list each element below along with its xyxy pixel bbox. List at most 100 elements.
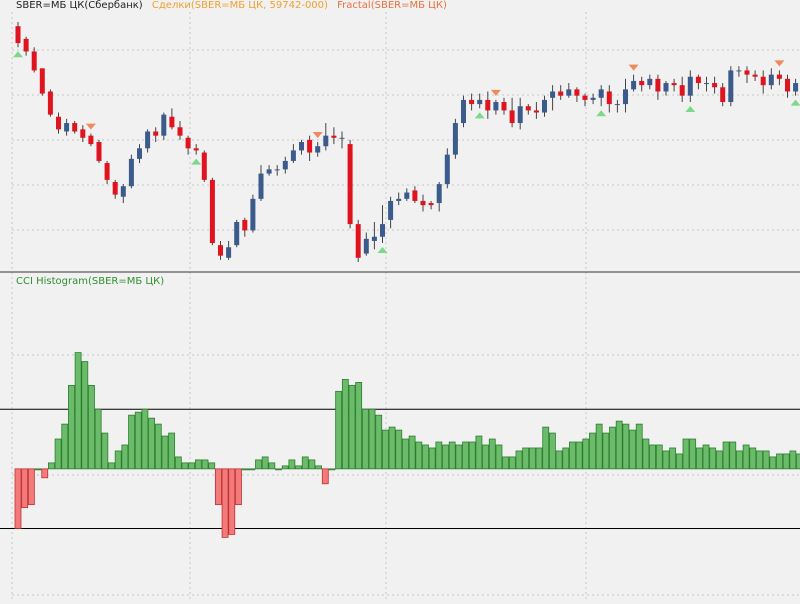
cci-bar <box>261 456 269 470</box>
candle-body <box>177 127 183 136</box>
candle-body <box>112 182 118 195</box>
cci-bar <box>275 468 282 471</box>
cci-bar <box>475 435 483 470</box>
cci-bar <box>562 447 570 470</box>
cci-bar <box>241 468 249 471</box>
cci-bar <box>535 447 543 470</box>
cci-bar <box>756 450 763 470</box>
candle-body <box>209 179 215 244</box>
candle-body <box>420 200 426 206</box>
candle-body <box>679 85 685 96</box>
cci-bar <box>595 423 603 470</box>
candle-body <box>760 76 766 86</box>
candle-body <box>234 222 240 246</box>
candle-body <box>185 137 191 149</box>
cci-bar <box>101 432 109 470</box>
cci-bar <box>709 447 717 470</box>
cci-bar <box>248 468 256 471</box>
candle-body <box>242 219 248 231</box>
candle-body <box>307 139 313 153</box>
candle-body <box>31 51 37 71</box>
cci-bar <box>455 444 463 470</box>
candle-body <box>631 80 637 90</box>
cci-bar <box>48 462 55 470</box>
cci-bar <box>355 382 363 470</box>
cci-bar <box>301 456 309 470</box>
cci-bar <box>415 441 423 470</box>
candle-body <box>137 148 142 159</box>
candle-body <box>396 198 402 201</box>
cci-bar <box>589 432 596 470</box>
candle-body <box>477 99 483 105</box>
cci-bar <box>348 384 356 470</box>
cci-bar <box>782 453 790 470</box>
legend-symbol[interactable]: SBER=МБ ЦК(Сбербанк) <box>16 0 143 11</box>
candle-body <box>671 83 677 86</box>
candle-body <box>23 38 29 52</box>
fractal-up-marker <box>85 123 96 130</box>
candle-body <box>15 26 21 44</box>
cci-bar <box>508 456 516 470</box>
cci-bar <box>408 435 416 470</box>
candle-body <box>639 80 645 86</box>
candle-body <box>614 104 620 106</box>
cci-bar <box>749 447 757 470</box>
cci-bar <box>402 438 409 470</box>
cci-bar <box>669 447 677 470</box>
cci-bar <box>221 468 229 538</box>
fractal-up-marker <box>774 60 785 67</box>
cci-bar <box>428 447 436 470</box>
cci-bar <box>635 423 643 470</box>
candle-body <box>436 184 442 204</box>
cci-bar <box>769 456 777 470</box>
candle-body <box>582 95 588 100</box>
cci-bar <box>435 441 443 470</box>
cci-bar <box>68 384 75 470</box>
candle-body <box>509 110 515 124</box>
candle-body <box>623 89 628 105</box>
cci-bar <box>722 441 730 470</box>
cci-bar <box>281 465 289 470</box>
cci-bar <box>528 447 536 470</box>
cci-bar <box>54 438 62 470</box>
cci-bar <box>341 379 349 470</box>
fractal-down-marker <box>685 106 696 112</box>
candle-body <box>128 158 134 187</box>
cci-bar <box>315 465 323 470</box>
fractal-up-marker <box>490 89 501 96</box>
candle-body <box>64 123 70 132</box>
candle-body <box>380 224 385 237</box>
candle-body <box>47 91 53 115</box>
cci-bar <box>74 352 82 470</box>
cci-bar <box>321 468 329 485</box>
cci-bar <box>468 441 476 470</box>
indicator-legend: CCI Histogram(SBER=МБ ЦК) <box>16 276 170 287</box>
candle-body <box>282 160 288 170</box>
candle-body <box>744 70 750 75</box>
cci-bar <box>228 468 236 535</box>
candle-body <box>339 137 345 139</box>
cci-bar <box>682 438 690 470</box>
cci-bar <box>442 444 449 470</box>
legend-trades[interactable]: Сделки(SBER=МБ ЦК, 59742-000) <box>151 0 328 11</box>
candle-body <box>647 78 653 86</box>
candle-body <box>56 116 61 130</box>
candle-body <box>193 148 199 151</box>
cci-bar <box>742 444 750 470</box>
cci-bar <box>615 420 623 470</box>
cci-bar <box>702 444 710 470</box>
candle-body <box>704 83 709 85</box>
legend-fractal[interactable]: Fractal(SBER=МБ ЦК) <box>337 0 447 11</box>
candle-body <box>315 146 321 153</box>
cci-bar <box>488 438 496 470</box>
legend-cci[interactable]: CCI Histogram(SBER=МБ ЦК) <box>16 276 165 287</box>
cci-bar <box>482 444 490 470</box>
price-legend: SBER=МБ ЦК(Сбербанк) Сделки(SBER=МБ ЦК, … <box>16 0 453 11</box>
cci-bar <box>522 447 530 470</box>
candle-body <box>574 89 580 96</box>
candle-body <box>517 106 523 124</box>
candle-body <box>145 131 151 149</box>
cci-bar <box>121 444 129 470</box>
candle-body <box>663 83 669 92</box>
